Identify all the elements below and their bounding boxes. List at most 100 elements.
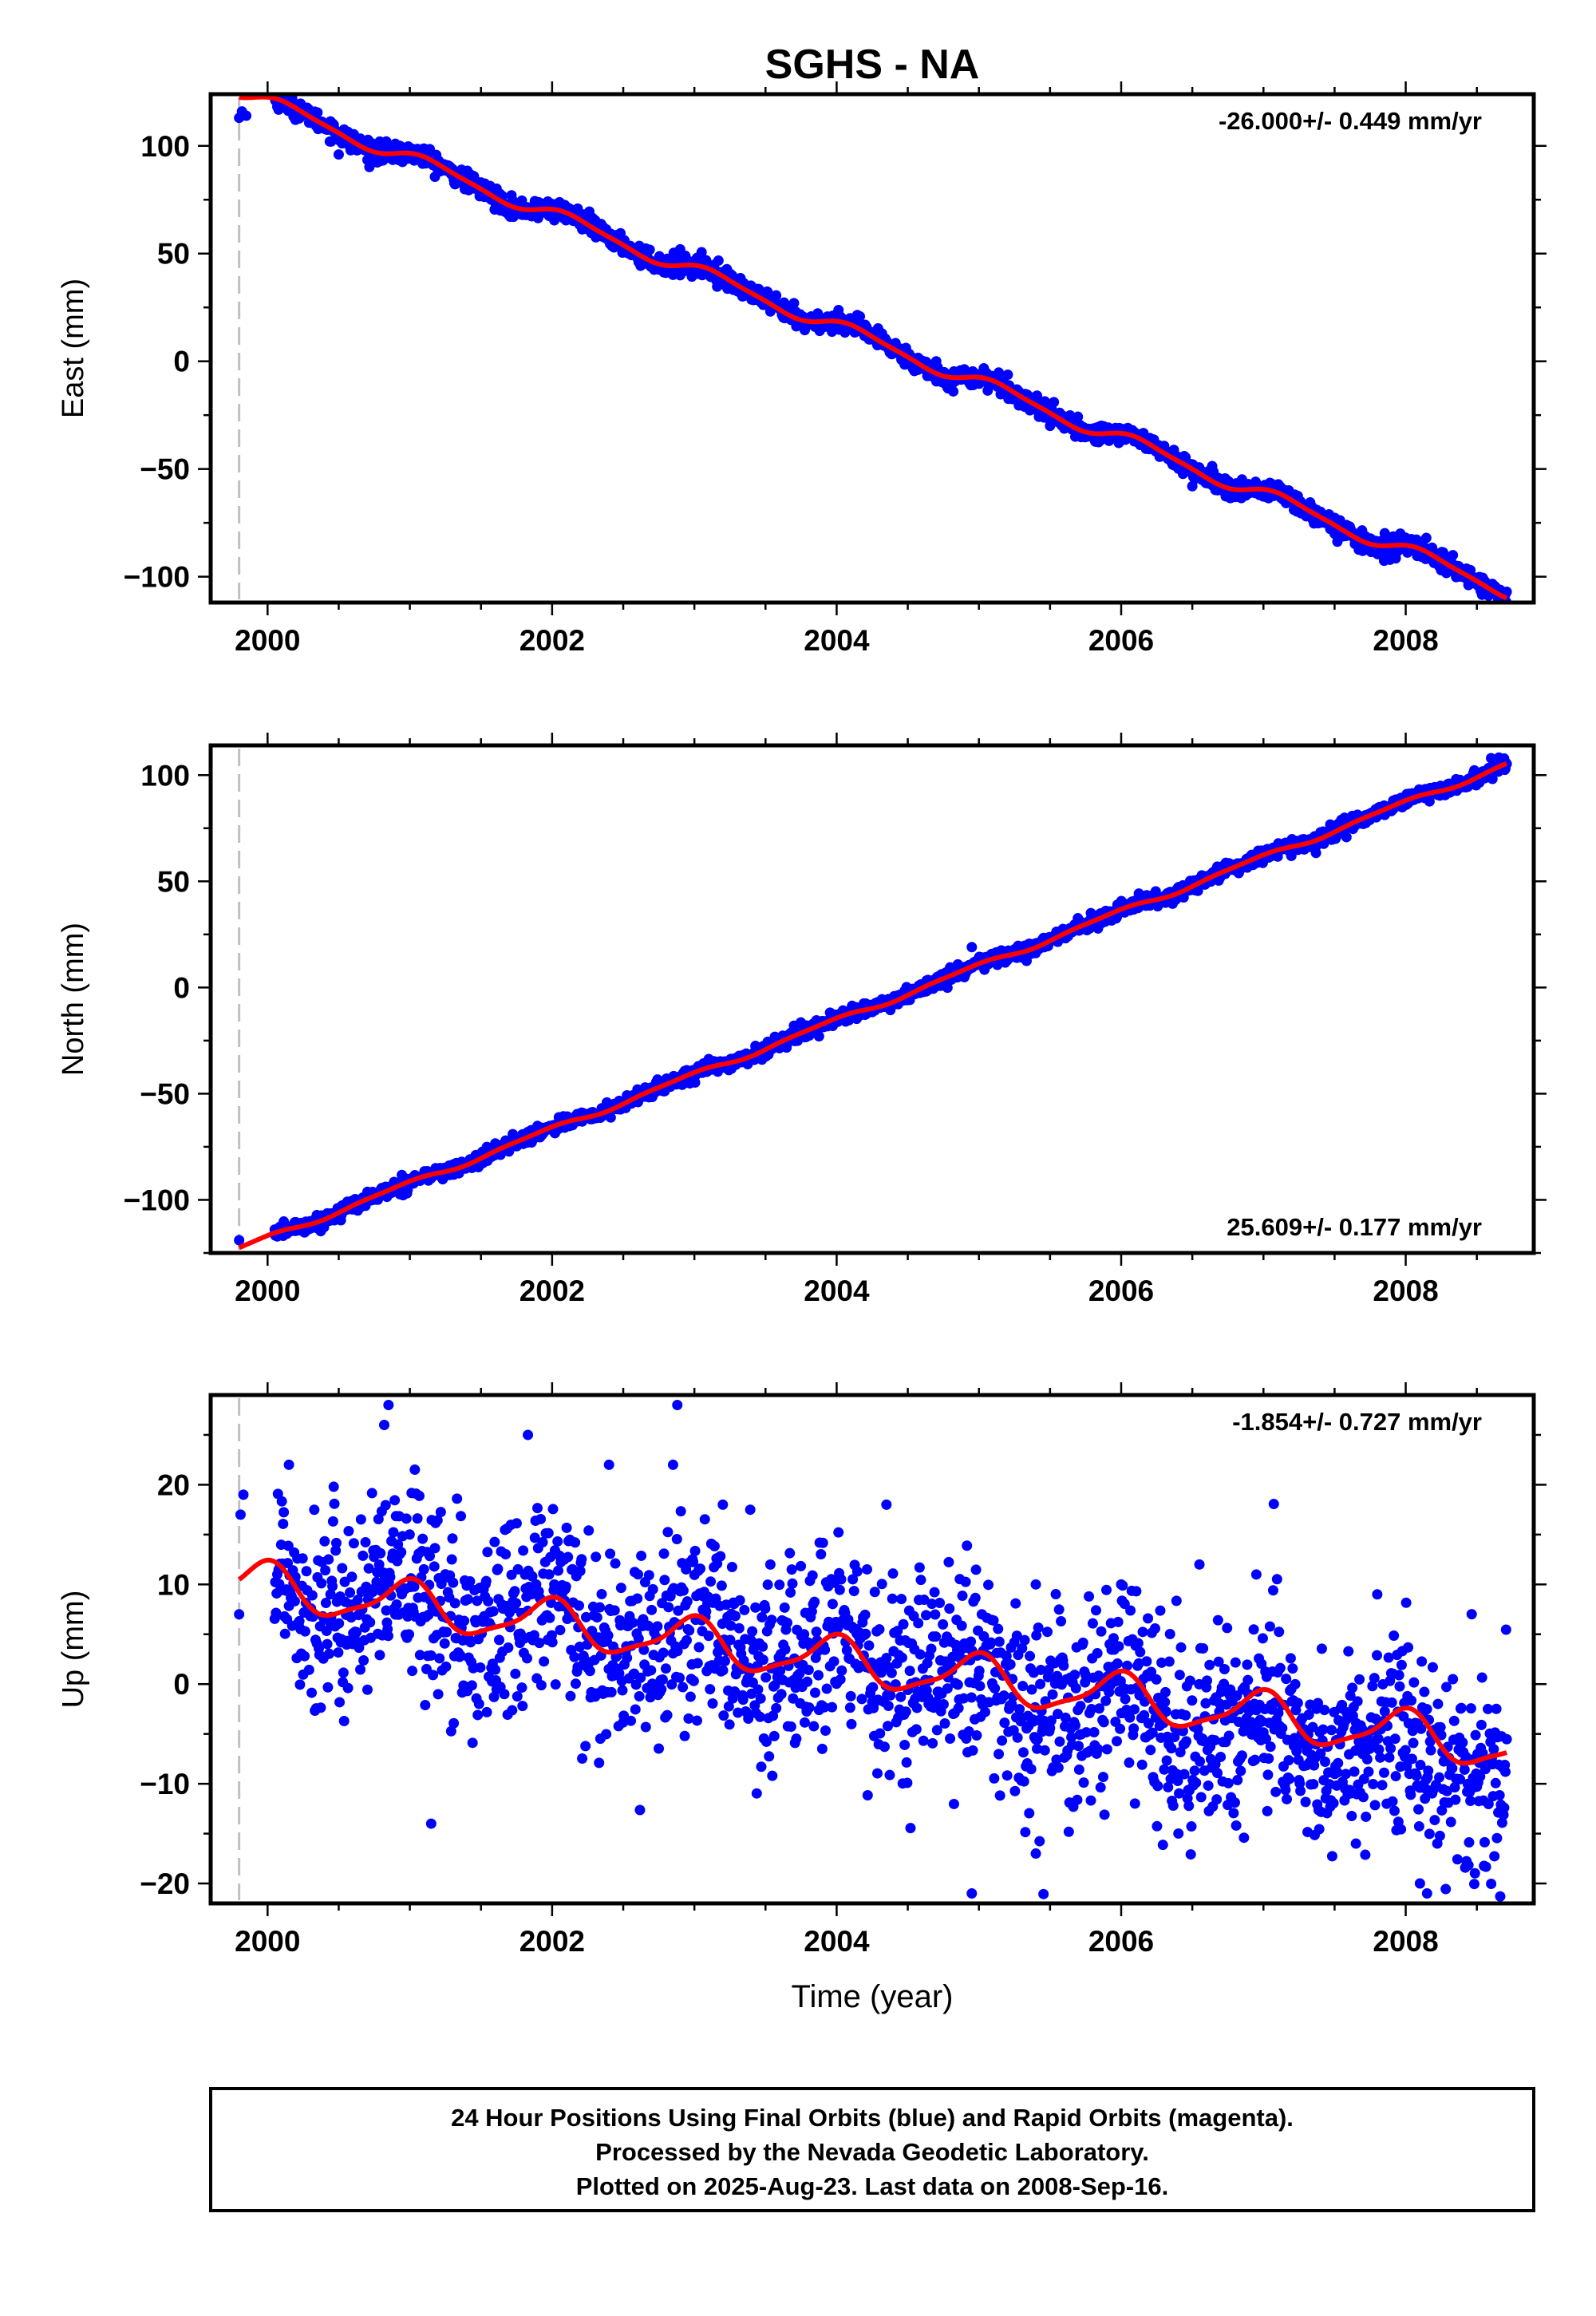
up-data-point [836,1665,847,1676]
up-data-point [876,1579,887,1590]
up-data-point [299,1626,310,1637]
north-x-tick-label: 2002 [519,1275,585,1307]
up-data-point [802,1676,813,1687]
up-data-point [466,1680,477,1691]
east-data-point [1501,586,1512,597]
up-data-point [389,1495,401,1506]
up-data-point [512,1691,523,1702]
up-data-point [354,1642,365,1654]
up-data-point [412,1513,423,1524]
up-data-point [827,1701,838,1713]
up-data-point [851,1566,863,1577]
north-data-point [813,1030,824,1041]
up-data-point [596,1588,607,1599]
up-data-point [448,1717,460,1729]
east-data-point [713,255,724,266]
up-data-point [279,1507,290,1518]
up-data-point [656,1684,667,1695]
up-data-point [692,1658,703,1669]
up-data-point [834,1584,845,1595]
up-data-point [323,1554,334,1565]
east-data-point [674,243,685,255]
up-data-point [780,1644,791,1655]
up-x-tick-label: 2000 [235,1925,300,1958]
up-data-point [583,1525,595,1536]
up-data-point [561,1522,572,1533]
east-data-point [855,310,866,322]
up-data-point [753,1684,764,1695]
east-data-points [234,94,1512,603]
north-data-point [632,1084,643,1095]
up-data-point [678,1682,689,1693]
up-data-point [701,1606,712,1617]
east-data-point [788,298,800,309]
up-data-point [663,1602,674,1613]
east-data-point [312,107,323,118]
up-data-point [516,1682,527,1694]
up-data-point [539,1656,550,1667]
up-data-point [867,1682,879,1693]
up-data-point [488,1606,499,1617]
up-data-point [360,1536,371,1547]
up-data-point [521,1653,532,1664]
north-data-point [234,1235,245,1246]
up-data-point [713,1646,724,1658]
up-data-point [719,1655,730,1666]
up-data-point [764,1559,776,1570]
up-data-point [330,1537,342,1548]
up-data-point [647,1583,658,1595]
up-data-point [381,1605,392,1616]
up-data-point [445,1725,456,1737]
east-axis-label: East (mm) [57,279,90,418]
up-data-point [632,1593,643,1604]
up-data-point [860,1628,871,1639]
up-data-point [678,1585,689,1596]
north-y-tick-label: −50 [140,1077,190,1110]
north-data-point [1192,885,1203,896]
up-data-point [509,1586,520,1597]
up-data-point [463,1594,474,1605]
up-data-point [553,1565,564,1576]
up-data-point [489,1536,500,1547]
north-data-point [1310,848,1321,859]
up-data-point [691,1715,702,1726]
up-data-point [845,1690,856,1701]
up-data-point [320,1598,331,1609]
up-data-point [709,1540,720,1551]
up-data-point [315,1702,326,1713]
up-data-point [817,1537,828,1548]
up-data-point [643,1570,654,1581]
up-data-point [776,1689,787,1700]
up-data-point [439,1638,450,1649]
north-y-tick-label: 100 [140,759,190,792]
up-data-points [234,1399,1512,1902]
up-data-point [756,1761,767,1773]
up-data-point [755,1693,766,1704]
north-data-point [1116,897,1127,908]
up-data-point [512,1563,523,1575]
up-data-point [423,1609,434,1620]
up-data-point [821,1683,832,1694]
up-data-point [659,1575,670,1586]
north-data-point [788,1020,800,1031]
up-data-point [886,1667,897,1678]
up-data-point [674,1672,685,1683]
up-data-point [271,1607,282,1618]
north-data-point [966,942,978,953]
up-data-point [309,1504,320,1516]
up-data-point [511,1518,522,1529]
up-data-point [570,1678,581,1690]
up-data-point [322,1638,333,1650]
up-data-point [872,1768,883,1779]
up-data-point [575,1566,586,1577]
up-data-point [543,1569,555,1580]
up-data-point [414,1650,425,1661]
up-data-point [348,1538,359,1549]
up-data-point [375,1547,386,1559]
up-data-point [835,1674,846,1685]
up-data-point [371,1576,382,1587]
up-data-point [799,1717,810,1728]
